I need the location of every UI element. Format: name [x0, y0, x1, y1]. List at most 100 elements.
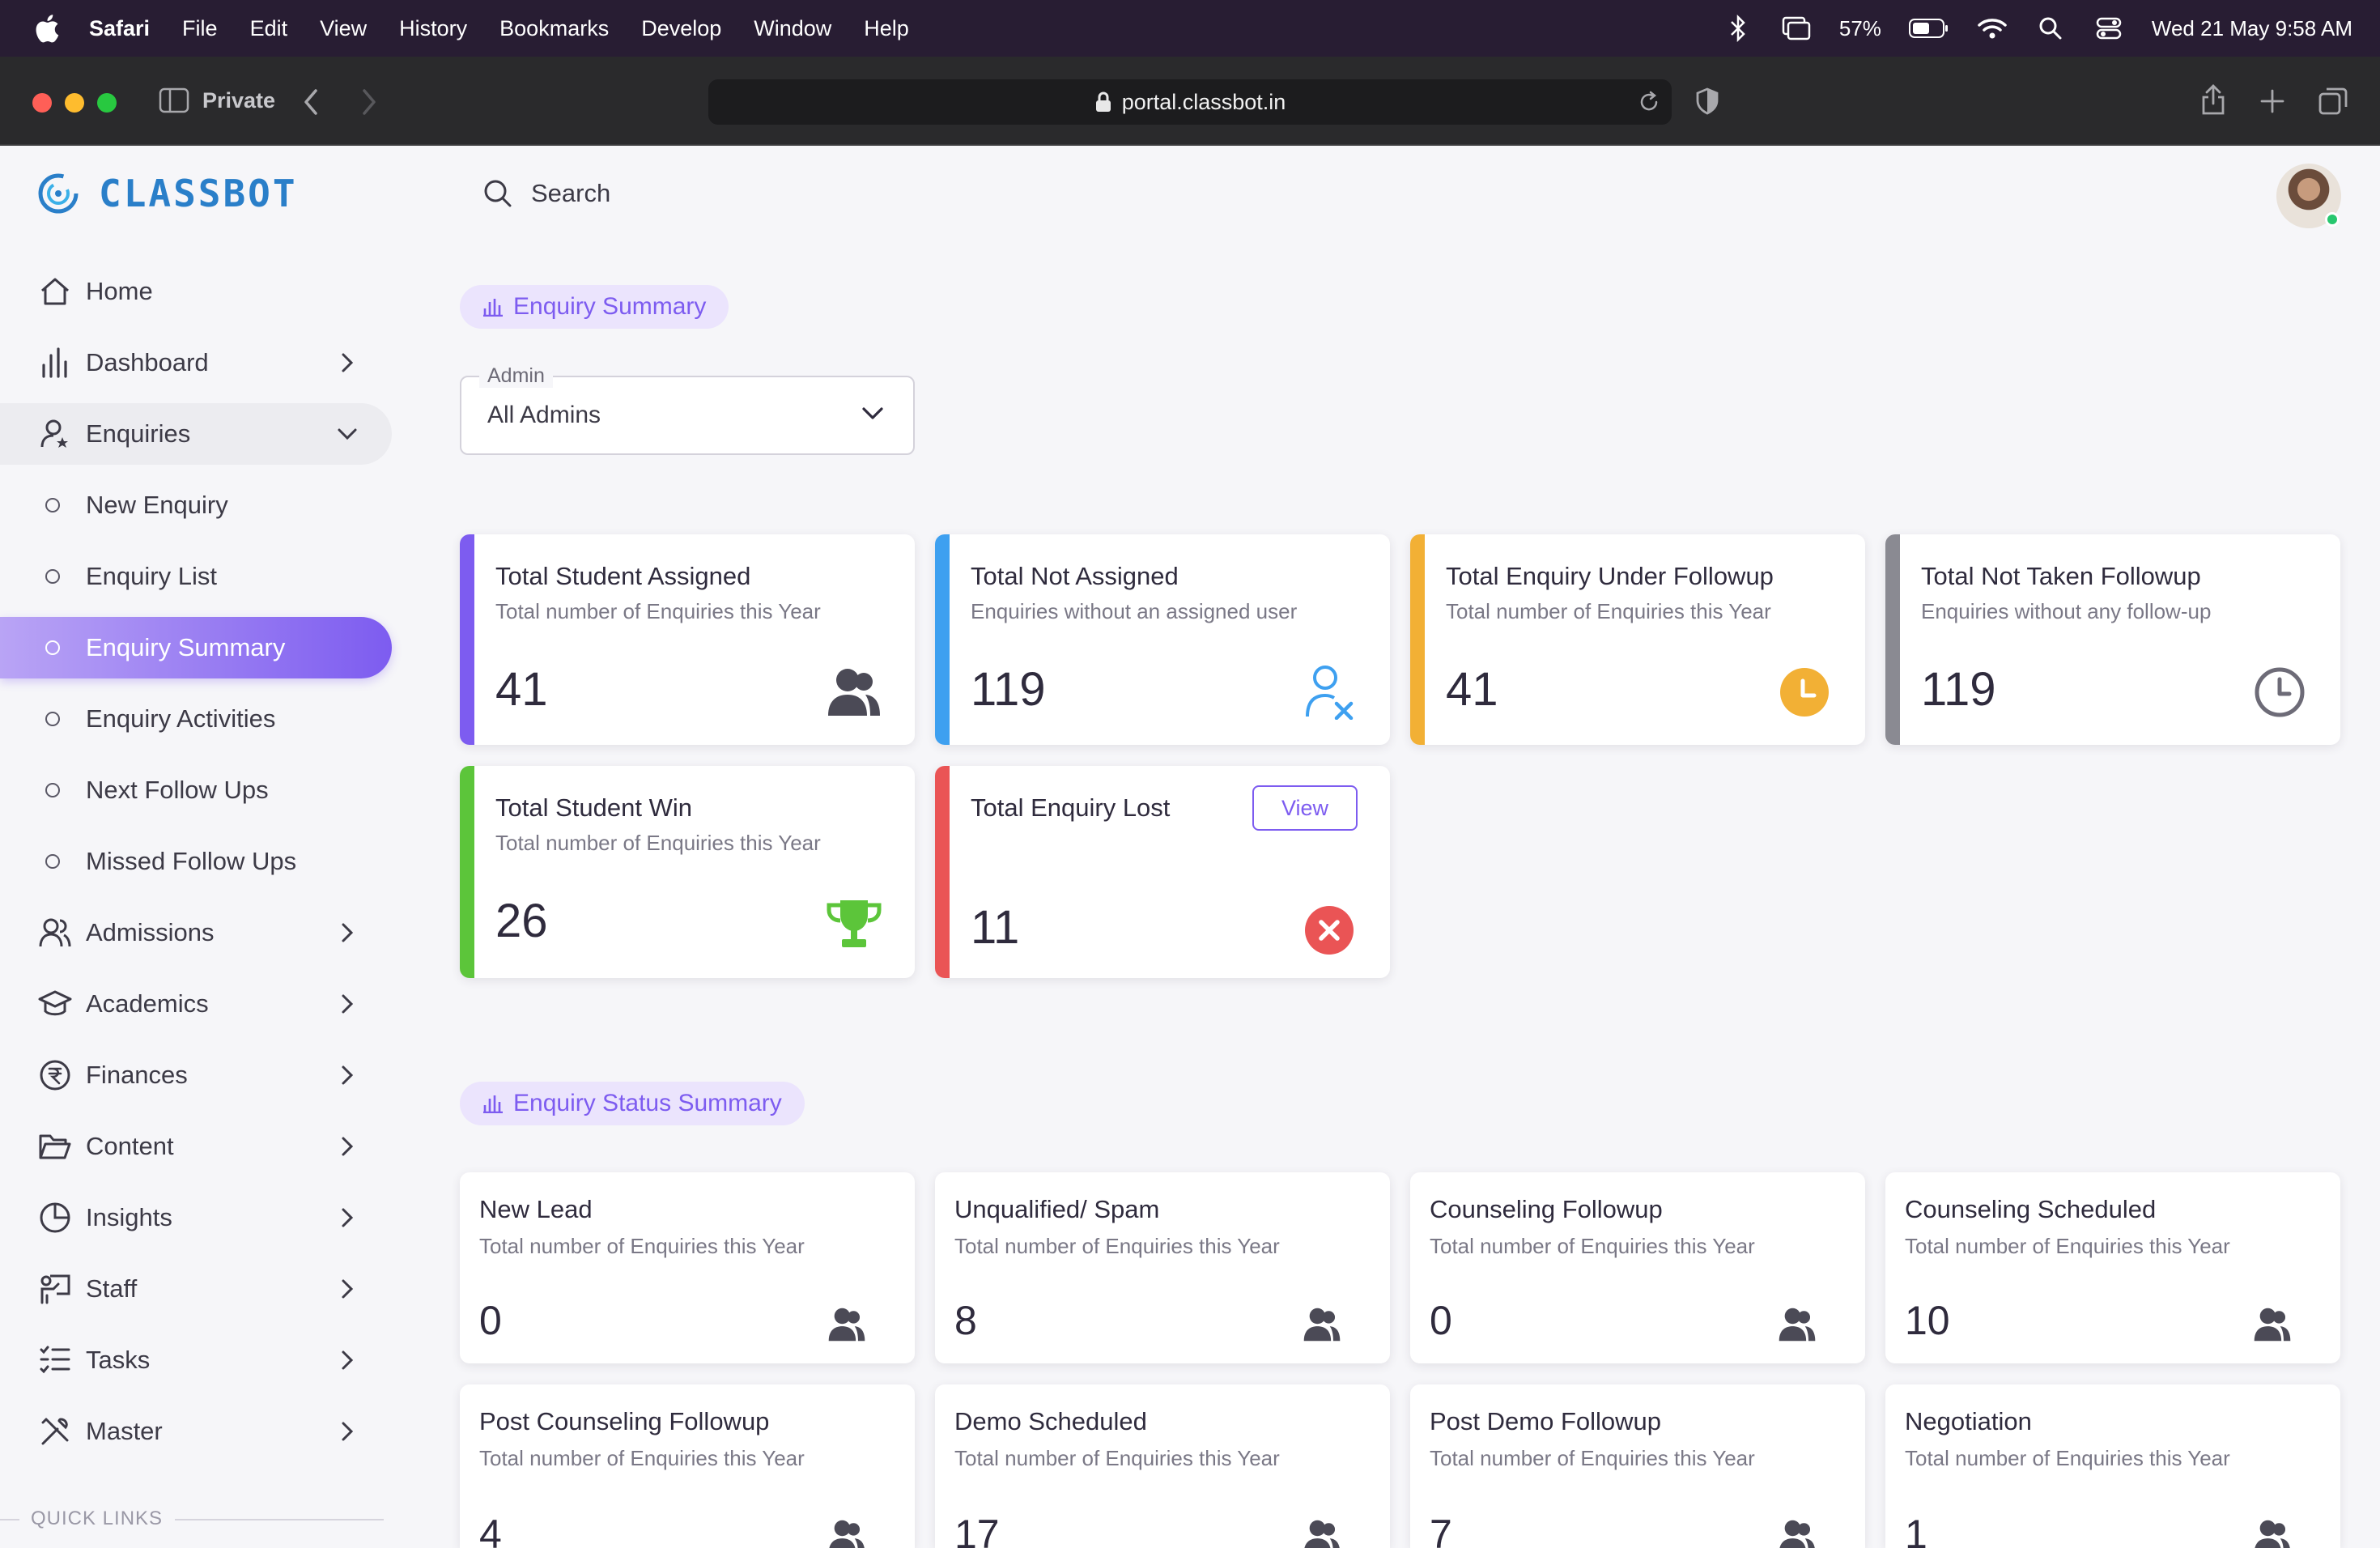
card-subtitle: Enquiries without an assigned user — [971, 599, 1298, 623]
lock-icon — [1095, 91, 1111, 112]
card-value: 8 — [954, 1298, 977, 1343]
sidebar-item-content[interactable]: Content — [0, 1116, 392, 1177]
card-value: 41 — [495, 663, 548, 716]
status-card-negotiation[interactable]: Negotiation Total number of Enquiries th… — [1885, 1384, 2340, 1548]
card-value: 10 — [1905, 1298, 1950, 1343]
menu-view[interactable]: View — [320, 15, 368, 40]
back-icon[interactable] — [301, 87, 321, 117]
chevron-down-icon — [862, 407, 883, 419]
privacy-shield-icon[interactable] — [1695, 87, 1719, 115]
presentation-icon — [37, 1271, 73, 1307]
sidebar-item-enquiry-activities[interactable]: Enquiry Activities — [0, 688, 392, 750]
chevron-right-icon — [335, 1063, 359, 1087]
enquiry-status-summary-chip: Enquiry Status Summary — [460, 1082, 805, 1125]
sidebar-item-admissions[interactable]: Admissions — [0, 902, 392, 963]
menu-edit[interactable]: Edit — [249, 15, 288, 40]
control-center-icon[interactable] — [2093, 14, 2124, 43]
divider — [175, 1519, 384, 1520]
card-value: 119 — [1921, 663, 1996, 716]
sidebar-item-finances[interactable]: Finances — [0, 1044, 392, 1106]
circle-icon — [45, 854, 60, 869]
home-icon — [37, 274, 73, 309]
sidebar-item-enquiries[interactable]: Enquiries — [0, 403, 392, 465]
sidebar-item-label: Enquiry Summary — [86, 633, 286, 661]
status-card-post-counseling-followup[interactable]: Post Counseling Followup Total number of… — [460, 1384, 915, 1548]
stat-card-total-not-assigned[interactable]: Total Not Assigned Enquiries without an … — [935, 534, 1390, 745]
sidebar-item-label: Master — [86, 1417, 163, 1445]
card-value: 119 — [971, 663, 1046, 716]
menu-help[interactable]: Help — [864, 15, 909, 40]
quick-links-heading: QUICK LINKS — [31, 1508, 164, 1529]
menu-history[interactable]: History — [399, 15, 468, 40]
wifi-icon[interactable] — [1977, 14, 2008, 43]
stat-card-under-followup[interactable]: Total Enquiry Under Followup Total numbe… — [1410, 534, 1865, 745]
battery-percent: 57% — [1838, 15, 1881, 40]
sidebar-item-home[interactable]: Home — [0, 261, 392, 322]
screen-mirroring-icon[interactable] — [1781, 14, 1812, 43]
avatar[interactable] — [2276, 164, 2341, 228]
search-bar[interactable]: Search — [482, 178, 610, 209]
sidebar-item-enquiry-list[interactable]: Enquiry List — [0, 546, 392, 607]
sidebar-item-enquiry-summary[interactable]: Enquiry Summary — [0, 617, 392, 678]
sidebar-item-label: Admissions — [86, 918, 215, 946]
card-title: Unqualified/ Spam — [954, 1195, 1160, 1223]
admin-select[interactable]: Admin All Admins — [460, 364, 915, 455]
stat-card-total-enquiry-lost[interactable]: Total Enquiry Lost View 11 — [935, 766, 1390, 978]
tab-overview-icon[interactable] — [2318, 87, 2348, 115]
menu-app-name[interactable]: Safari — [89, 15, 151, 40]
sidebar — [0, 146, 405, 1548]
chevron-right-icon — [335, 1206, 359, 1230]
window-zoom-button[interactable] — [97, 93, 117, 113]
checklist-icon — [37, 1342, 73, 1378]
menu-file[interactable]: File — [182, 15, 218, 40]
spotlight-search-icon[interactable] — [2035, 14, 2066, 43]
sidebar-item-academics[interactable]: Academics — [0, 973, 392, 1035]
sidebar-item-new-enquiry[interactable]: New Enquiry — [0, 474, 392, 536]
window-minimize-button[interactable] — [65, 93, 84, 113]
brand-logo[interactable]: CLASSBOT — [37, 172, 298, 215]
forward-icon[interactable] — [359, 87, 379, 117]
sidebar-item-tasks[interactable]: Tasks — [0, 1329, 392, 1391]
sidebar-item-staff[interactable]: Staff — [0, 1258, 392, 1320]
menu-bookmarks[interactable]: Bookmarks — [499, 15, 610, 40]
stat-card-total-student-assigned[interactable]: Total Student Assigned Total number of E… — [460, 534, 915, 745]
card-subtitle: Enquiries without any follow-up — [1921, 599, 2212, 623]
card-value: 17 — [954, 1512, 1000, 1548]
status-card-counseling-followup[interactable]: Counseling Followup Total number of Enqu… — [1410, 1172, 1865, 1363]
status-card-demo-scheduled[interactable]: Demo Scheduled Total number of Enquiries… — [935, 1384, 1390, 1548]
circle-icon — [45, 712, 60, 726]
stat-card-total-student-win[interactable]: Total Student Win Total number of Enquir… — [460, 766, 915, 978]
sidebar-item-dashboard[interactable]: Dashboard — [0, 332, 392, 393]
reload-icon[interactable] — [1638, 91, 1660, 113]
status-card-counseling-scheduled[interactable]: Counseling Scheduled Total number of Enq… — [1885, 1172, 2340, 1363]
battery-icon[interactable] — [1908, 14, 1949, 43]
share-icon[interactable] — [2200, 84, 2226, 115]
card-value: 41 — [1446, 663, 1498, 716]
sidebar-toggle-private[interactable]: Private — [159, 87, 275, 113]
sidebar-item-missed-follow-ups[interactable]: Missed Follow Ups — [0, 831, 392, 892]
status-card-post-demo-followup[interactable]: Post Demo Followup Total number of Enqui… — [1410, 1384, 1865, 1548]
apple-icon[interactable] — [32, 12, 60, 45]
bluetooth-icon[interactable] — [1723, 14, 1753, 43]
card-title: New Lead — [479, 1195, 593, 1223]
sidebar-item-label: Home — [86, 277, 153, 305]
status-card-new-lead[interactable]: New Lead Total number of Enquiries this … — [460, 1172, 915, 1363]
user-x-icon — [1301, 664, 1358, 721]
menu-window[interactable]: Window — [754, 15, 832, 40]
stat-card-not-taken-followup[interactable]: Total Not Taken Followup Enquiries witho… — [1885, 534, 2340, 745]
window-close-button[interactable] — [32, 93, 52, 113]
users-icon — [826, 1516, 868, 1548]
sidebar-item-next-follow-ups[interactable]: Next Follow Ups — [0, 759, 392, 821]
status-card-unqualified-spam[interactable]: Unqualified/ Spam Total number of Enquir… — [935, 1172, 1390, 1363]
graduation-cap-icon — [37, 986, 73, 1022]
view-button[interactable]: View — [1252, 785, 1358, 831]
macos-menu-bar: Safari File Edit View History Bookmarks … — [0, 0, 2380, 57]
sidebar-item-master[interactable]: Master — [0, 1401, 392, 1462]
sidebar-item-label: Enquiry List — [86, 562, 217, 590]
sidebar-item-insights[interactable]: Insights — [0, 1187, 392, 1248]
menu-develop[interactable]: Develop — [641, 15, 722, 40]
card-accent — [460, 766, 474, 978]
address-bar[interactable]: portal.classbot.in — [708, 79, 1672, 125]
new-tab-icon[interactable] — [2260, 89, 2284, 113]
sidebar-item-label: Academics — [86, 989, 209, 1018]
